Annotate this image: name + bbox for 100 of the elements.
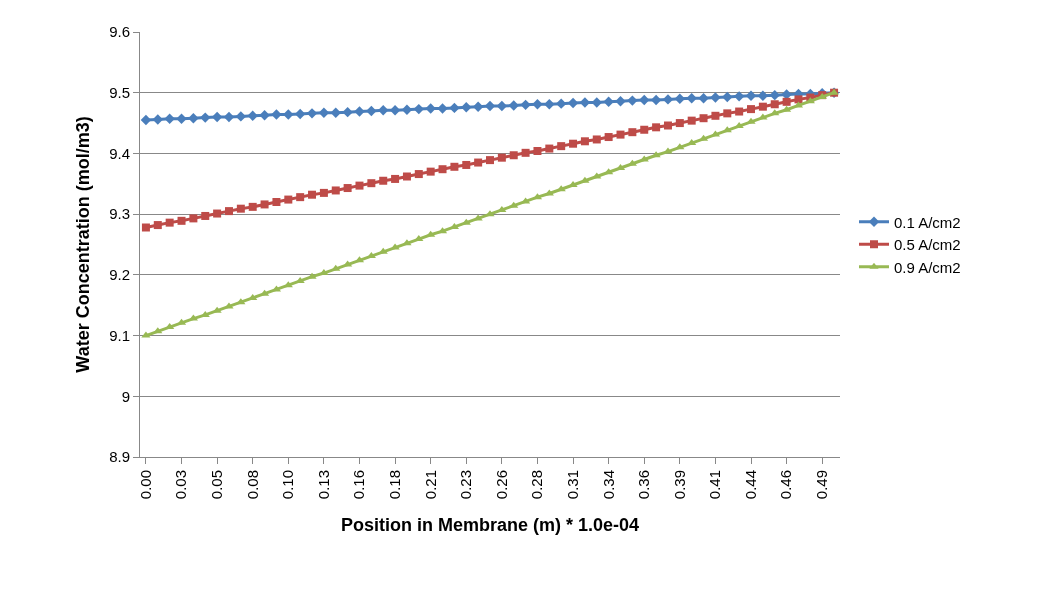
legend-label: 0.5 A/cm2	[894, 236, 961, 254]
point	[355, 181, 364, 190]
point	[177, 216, 186, 225]
point	[711, 111, 720, 120]
x-tick-label: 0.28	[528, 470, 546, 500]
point	[758, 113, 768, 120]
point	[533, 147, 542, 155]
point	[153, 221, 162, 230]
point	[723, 109, 732, 118]
point	[497, 153, 506, 162]
point	[474, 158, 483, 167]
point	[141, 331, 151, 338]
point	[213, 209, 222, 218]
point	[391, 174, 400, 183]
point	[272, 198, 281, 206]
point	[201, 211, 210, 220]
point	[615, 96, 626, 107]
point	[343, 260, 353, 267]
point	[545, 144, 554, 153]
point	[165, 323, 175, 330]
point	[402, 172, 411, 181]
point	[639, 94, 650, 106]
x-tick-label: 0.39	[670, 470, 688, 500]
point	[188, 113, 199, 124]
point	[699, 114, 708, 123]
y-tick-label: 9	[121, 387, 130, 405]
point	[604, 133, 613, 142]
point	[330, 107, 341, 118]
point	[319, 188, 328, 197]
x-tick-label: 0.41	[706, 470, 724, 500]
point	[532, 99, 543, 110]
point	[640, 125, 649, 134]
point	[544, 99, 555, 110]
point	[165, 218, 174, 227]
point	[426, 230, 436, 237]
point	[758, 102, 767, 111]
point	[224, 207, 233, 216]
point	[342, 106, 353, 118]
point	[698, 92, 709, 104]
point	[235, 111, 247, 122]
point	[603, 96, 614, 108]
x-tick-label: 0.03	[172, 470, 190, 500]
point	[449, 102, 460, 114]
point	[438, 165, 447, 174]
point	[331, 186, 340, 195]
point	[450, 162, 459, 171]
point	[378, 105, 389, 116]
point	[770, 100, 779, 109]
legend-label: 0.9 A/cm2	[894, 258, 961, 276]
y-tick-label: 8.9	[109, 448, 130, 466]
point	[283, 109, 294, 120]
point	[652, 123, 661, 132]
x-tick-label: 0.49	[813, 470, 831, 500]
point	[152, 114, 163, 125]
point	[628, 128, 637, 137]
point	[414, 170, 423, 179]
point	[592, 135, 601, 144]
point	[486, 156, 494, 165]
point	[557, 142, 566, 151]
point	[675, 119, 684, 128]
point	[747, 105, 756, 114]
point	[722, 91, 733, 103]
point	[462, 160, 471, 169]
point	[580, 137, 589, 146]
x-tick-label: 0.16	[350, 470, 368, 500]
point	[509, 151, 518, 160]
y-axis-title: Water Concentration (mol/m3)	[73, 116, 94, 373]
point	[616, 130, 625, 139]
point	[200, 112, 211, 123]
point	[141, 223, 150, 232]
point	[508, 100, 519, 111]
point	[662, 94, 674, 105]
point	[189, 214, 198, 223]
point	[248, 293, 258, 300]
point	[687, 139, 697, 146]
x-tick-label: 0.26	[492, 470, 510, 500]
point	[296, 193, 305, 202]
y-tick-label: 9.4	[109, 144, 130, 162]
y-tick-label: 9.1	[109, 326, 130, 344]
point	[259, 109, 270, 121]
point	[663, 121, 672, 130]
point	[247, 110, 258, 121]
point	[390, 243, 400, 250]
point	[176, 113, 187, 125]
point	[367, 179, 376, 188]
x-axis-title: Position in Membrane (m) * 1.0e-04	[340, 515, 640, 536]
y-tick-label: 9.2	[109, 266, 130, 284]
point	[236, 204, 245, 213]
point	[710, 92, 721, 103]
legend-label: 0.1 A/cm2	[894, 213, 961, 231]
point	[379, 176, 388, 185]
point	[260, 200, 269, 209]
x-tick-label: 0.31	[563, 470, 581, 500]
point	[426, 167, 435, 176]
x-tick-label: 0.18	[385, 470, 403, 500]
point	[735, 107, 744, 116]
y-tick-label: 9.3	[109, 205, 130, 223]
point	[461, 102, 472, 113]
x-tick-label: 0.13	[314, 470, 332, 500]
x-tick-label: 0.46	[777, 470, 795, 500]
